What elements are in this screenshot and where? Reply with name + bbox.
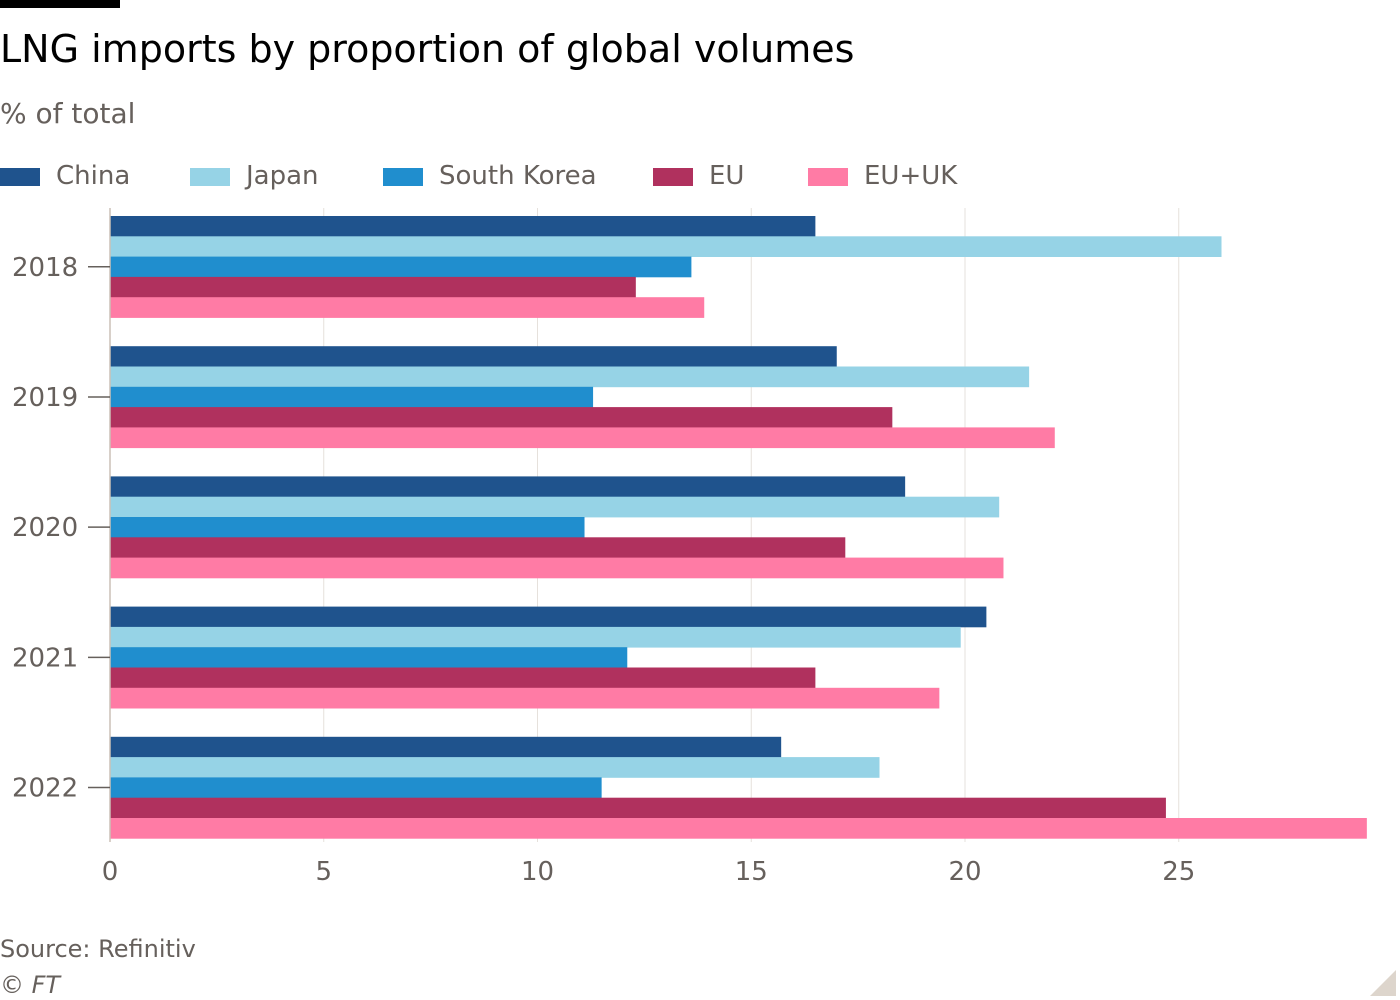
chart-legend: China Japan South Korea EU EU+UK bbox=[0, 158, 1000, 194]
bar-china-2020 bbox=[110, 476, 906, 498]
x-tick-label: 15 bbox=[735, 857, 768, 887]
x-tick-label: 5 bbox=[315, 857, 332, 887]
bar-eu-2019 bbox=[110, 407, 893, 428]
y-tick-label-2021: 2021 bbox=[12, 643, 78, 673]
bar-south-korea-2022 bbox=[110, 777, 602, 799]
chart-title: LNG imports by proportion of global volu… bbox=[0, 27, 855, 71]
bar-eu-2018 bbox=[110, 276, 636, 298]
bar-layer bbox=[110, 216, 1367, 839]
bar-eu-uk-2022 bbox=[110, 818, 1367, 839]
legend-label-south-korea: South Korea bbox=[439, 161, 597, 191]
y-tick-label-2019: 2019 bbox=[12, 383, 78, 413]
top-rule bbox=[0, 0, 120, 8]
corner-mark bbox=[1370, 970, 1396, 996]
bar-chart: 0 5 10 15 20 25 2018 2019 2020 2021 2022 bbox=[12, 208, 1367, 887]
bar-japan-2019 bbox=[110, 366, 1030, 388]
source-note: Source: Refinitiv bbox=[0, 935, 196, 963]
bar-japan-2020 bbox=[110, 496, 1000, 518]
bar-south-korea-2021 bbox=[110, 647, 628, 668]
credit-note: © FT bbox=[0, 971, 61, 999]
bar-eu-2020 bbox=[110, 537, 846, 558]
bar-japan-2018 bbox=[110, 236, 1222, 257]
bar-japan-2021 bbox=[110, 626, 961, 648]
y-tick-label-2020: 2020 bbox=[12, 513, 78, 543]
x-tick-label: 10 bbox=[521, 857, 554, 887]
legend-label-eu: EU bbox=[709, 161, 745, 191]
bar-china-2021 bbox=[110, 606, 987, 628]
legend-swatch-japan bbox=[190, 168, 230, 186]
chart-subtitle: % of total bbox=[0, 97, 136, 130]
x-tick-label: 20 bbox=[948, 857, 981, 887]
bar-south-korea-2018 bbox=[110, 256, 692, 278]
bar-eu-uk-2019 bbox=[110, 427, 1055, 449]
bar-eu-uk-2020 bbox=[110, 557, 1004, 579]
legend-swatch-eu bbox=[653, 168, 693, 186]
legend-swatch-eu-uk bbox=[808, 168, 848, 186]
legend-label-china: China bbox=[56, 161, 131, 191]
legend-label-japan: Japan bbox=[246, 161, 319, 191]
legend-swatch-south-korea bbox=[383, 168, 423, 186]
y-tick-label-2018: 2018 bbox=[12, 253, 78, 283]
x-tick-label: 0 bbox=[102, 857, 119, 887]
bar-south-korea-2020 bbox=[110, 517, 585, 538]
legend-label-eu-uk: EU+UK bbox=[864, 161, 958, 191]
x-tick-label: 25 bbox=[1162, 857, 1195, 887]
bar-china-2019 bbox=[110, 346, 837, 367]
bar-china-2022 bbox=[110, 736, 782, 758]
legend-swatch-china bbox=[0, 168, 40, 186]
bar-eu-uk-2021 bbox=[110, 687, 940, 709]
bar-eu-uk-2018 bbox=[110, 297, 705, 318]
bar-china-2018 bbox=[110, 216, 816, 237]
axis-layer: 0 5 10 15 20 25 2018 2019 2020 2021 2022 bbox=[12, 208, 1195, 887]
bar-eu-2021 bbox=[110, 667, 816, 689]
y-tick-label-2022: 2022 bbox=[12, 774, 78, 804]
bar-eu-2022 bbox=[110, 797, 1166, 819]
bar-japan-2022 bbox=[110, 757, 880, 778]
bar-south-korea-2019 bbox=[110, 386, 594, 408]
